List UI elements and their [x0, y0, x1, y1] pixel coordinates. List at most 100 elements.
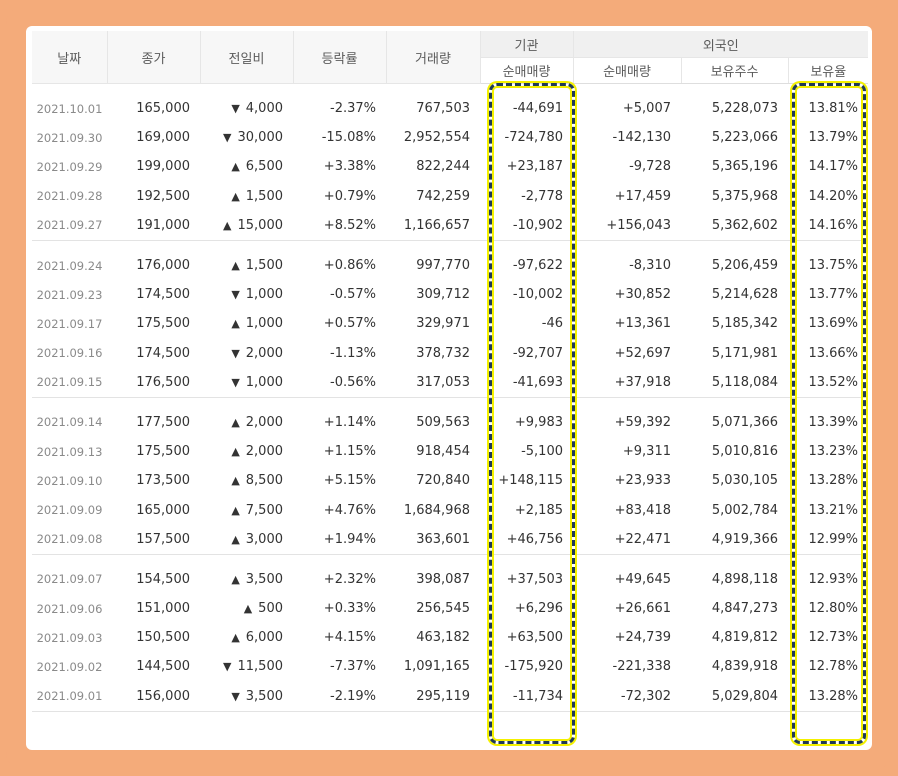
cell-rate: +3.38% — [323, 159, 376, 175]
change-value: 4,000 — [245, 101, 283, 117]
cell-foreign-holdings: 4,919,366 — [681, 524, 788, 555]
cell-rate: -15.08% — [321, 130, 376, 146]
cell-change: ▲ 6,500 — [200, 152, 293, 181]
cell-institution-net: +6,296 — [514, 601, 563, 617]
triangle-down-icon: ▼ — [231, 689, 240, 703]
cell-volume: 720,840 — [416, 473, 470, 489]
change-value: 3,000 — [245, 531, 283, 547]
cell-institution-net: -46 — [541, 316, 563, 332]
cell-institution-net: -724,780 — [504, 130, 563, 146]
change-value: 8,500 — [245, 473, 283, 489]
cell-institution-net: +63,500 — [506, 630, 563, 646]
cell-change: ▼ 30,000 — [200, 123, 293, 152]
cell-foreign-ratio: 13.28% — [808, 473, 859, 489]
triangle-down-icon: ▼ — [231, 346, 240, 360]
cell-foreign-holdings: 4,847,273 — [711, 601, 778, 617]
group-spacer — [32, 554, 868, 565]
group-spacer-cell — [32, 84, 868, 95]
cell-change: ▲ 7,500 — [200, 495, 293, 524]
cell-foreign-holdings: 5,375,968 — [711, 188, 778, 204]
change-value: 500 — [258, 601, 283, 617]
cell-close: 199,000 — [136, 159, 190, 175]
cell-institution-net: +46,756 — [480, 524, 573, 555]
change-value: 11,500 — [237, 659, 284, 675]
table-row: 2021.09.16 174,500 ▼ 2,000 -1.13% 378,732 -92,… — [32, 339, 868, 368]
header-foreign-ratio: 보유율 — [788, 57, 869, 84]
cell-foreign-holdings: 5,118,084 — [681, 367, 788, 398]
cell-change: ▲ 1,500 — [200, 251, 293, 280]
cell-date: 2021.09.30 — [36, 130, 103, 145]
cell-foreign-ratio: 13.66% — [808, 345, 859, 361]
change-value: 30,000 — [237, 130, 284, 146]
change-value: 1,000 — [245, 287, 283, 303]
cell-volume: 1,684,968 — [403, 502, 470, 518]
cell-foreign-net: -8,310 — [629, 258, 671, 274]
change-value: 1,000 — [245, 374, 283, 390]
cell-rate: +5.15% — [323, 473, 376, 489]
cell-close: 173,500 — [136, 473, 190, 489]
header-foreign-group: 외국인 — [573, 31, 869, 58]
cell-foreign-net: +9,311 — [622, 444, 671, 460]
cell-change: ▼ 2,000 — [200, 339, 293, 368]
change-value: 3,500 — [245, 571, 283, 587]
cell-rate: +1.15% — [323, 444, 376, 460]
cell-change: ▲ 3,000 — [200, 524, 293, 555]
cell-volume: 309,712 — [416, 287, 470, 303]
table-row: 2021.09.02 144,500 ▼ 11,500 -7.37% 1,091,165 -… — [32, 652, 868, 681]
header-foreign-holdings: 보유주수 — [681, 57, 789, 84]
cell-institution-net: +148,115 — [498, 473, 563, 489]
cell-change: ▲ 2,000 — [200, 437, 293, 466]
cell-date: 2021.09.28 — [36, 189, 103, 204]
cell-volume: 767,503 — [416, 101, 470, 117]
change-value: 3,500 — [245, 688, 283, 704]
change-value: 2,000 — [245, 414, 283, 430]
cell-foreign-net: +49,645 — [614, 571, 671, 587]
header-date: 날짜 — [32, 31, 108, 84]
cell-date: 2021.09.08 — [32, 524, 107, 555]
cell-date: 2021.09.29 — [36, 159, 103, 174]
table-row: 2021.09.24 176,000 ▲ 1,500 +0.86% 997,770 -97,… — [32, 251, 868, 280]
group-spacer — [32, 240, 868, 251]
cell-institution-net: -44,691 — [512, 101, 563, 117]
cell-date: 2021.09.06 — [36, 601, 103, 616]
cell-rate: -7.37% — [330, 659, 376, 675]
cell-foreign-net: -9,728 — [629, 159, 671, 175]
cell-rate: -1.13% — [330, 345, 376, 361]
cell-date: 2021.09.10 — [36, 473, 103, 488]
table-row: 2021.09.17 175,500 ▲ 1,000 +0.57% 329,971 -46 +… — [32, 309, 868, 338]
triangle-up-icon: ▲ — [231, 503, 240, 517]
cell-rate: +1.14% — [323, 414, 376, 430]
cell-foreign-ratio: 13.81% — [808, 101, 859, 117]
cell-foreign-ratio: 13.21% — [808, 502, 859, 518]
cell-change: ▼ 11,500 — [200, 652, 293, 681]
cell-foreign-ratio: 13.52% — [788, 367, 869, 398]
cell-volume: 378,732 — [416, 345, 470, 361]
cell-close: 174,500 — [136, 345, 190, 361]
table-row: 2021.09.14 177,500 ▲ 2,000 +1.14% 509,563 +9,9… — [32, 408, 868, 437]
triangle-down-icon: ▼ — [231, 102, 240, 116]
table-row: 2021.09.28 192,500 ▲ 1,500 +0.79% 742,259 -2,7… — [32, 182, 868, 211]
cell-foreign-holdings: 5,171,981 — [711, 345, 778, 361]
cell-close: 165,000 — [136, 101, 190, 117]
cell-institution-net: -92,707 — [512, 345, 563, 361]
table-row: 2021.09.15 176,500 ▼ 1,000 -0.56% 317,053 -41,… — [32, 367, 869, 398]
triangle-up-icon: ▲ — [223, 218, 232, 232]
cell-close: 175,500 — [136, 316, 190, 332]
cell-foreign-net: -72,302 — [573, 681, 681, 712]
cell-institution-net: +9,983 — [514, 414, 563, 430]
cell-foreign-holdings: 5,214,628 — [711, 287, 778, 303]
cell-institution-net: -11,734 — [480, 681, 573, 712]
cell-foreign-net: +5,007 — [622, 101, 671, 117]
table-row: 2021.09.03 150,500 ▲ 6,000 +4.15% 463,182 +63,… — [32, 623, 868, 652]
cell-foreign-ratio: 13.23% — [808, 444, 859, 460]
cell-close: 165,000 — [136, 502, 190, 518]
cell-change: ▼ 4,000 — [200, 94, 293, 123]
header-institution-net: 순매매량 — [480, 57, 574, 84]
triangle-up-icon: ▲ — [243, 602, 253, 616]
group-spacer — [32, 397, 868, 408]
cell-foreign-ratio: 12.99% — [788, 524, 869, 555]
cell-date: 2021.09.14 — [36, 415, 103, 430]
cell-volume: 398,087 — [416, 571, 470, 587]
cell-institution-net: -2,778 — [521, 188, 563, 204]
table-row: 2021.09.06 151,000 ▲ 500 +0.33% 256,545 +6,296… — [32, 594, 868, 623]
